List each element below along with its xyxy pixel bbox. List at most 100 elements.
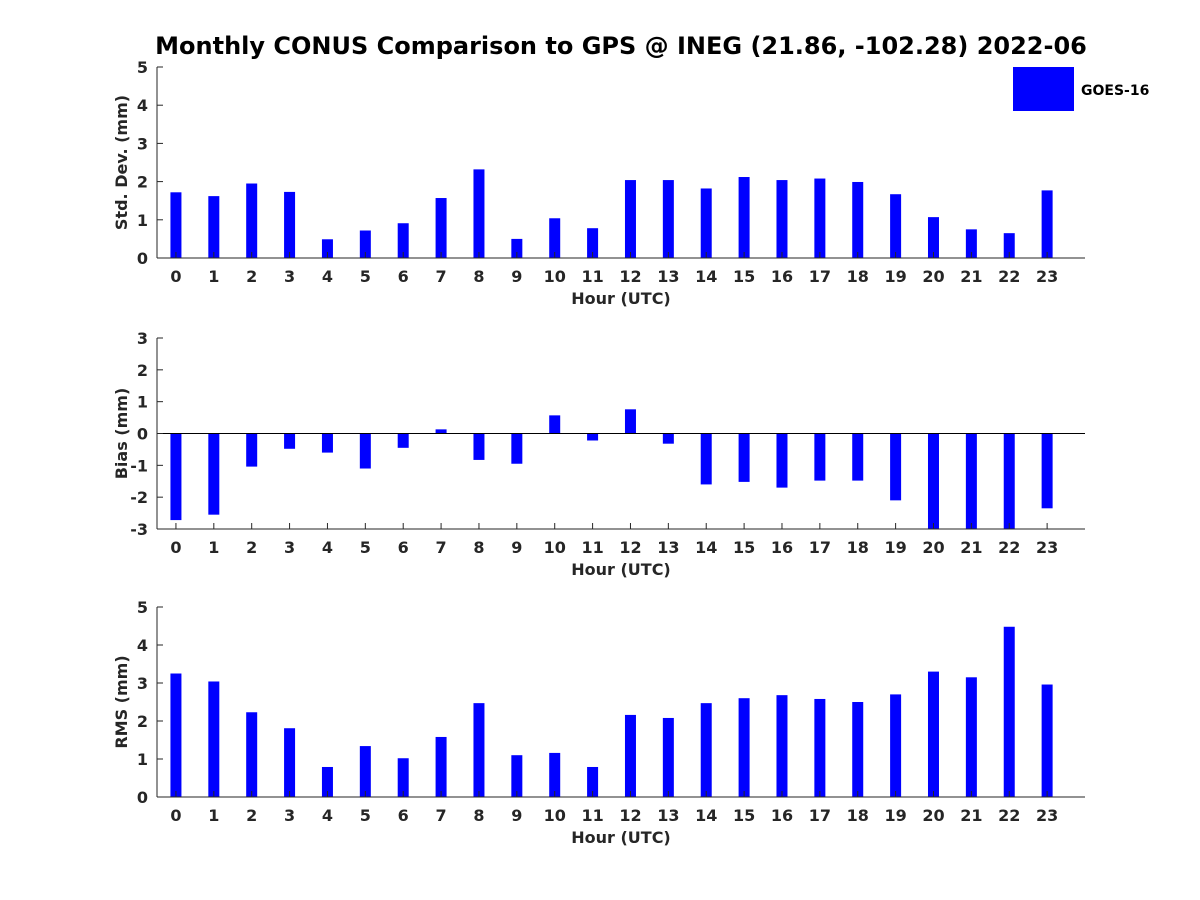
x-tick-label: 20 — [922, 806, 944, 825]
bar-hour-17 — [814, 433, 826, 481]
y-tick-label: -1 — [130, 456, 148, 475]
bar-hour-21 — [965, 229, 977, 258]
bar-hour-0 — [170, 192, 182, 258]
bar-hour-17 — [814, 698, 826, 797]
x-tick-label: 17 — [809, 806, 831, 825]
x-tick-label: 1 — [208, 538, 219, 557]
x-tick-label: 15 — [733, 267, 755, 286]
chart-title: Monthly CONUS Comparison to GPS @ INEG (… — [155, 32, 1087, 60]
x-tick-label: 11 — [581, 806, 603, 825]
x-tick-label: 0 — [170, 806, 181, 825]
x-tick-label: 9 — [511, 267, 522, 286]
bar-hour-8 — [473, 169, 485, 258]
bar-hour-17 — [814, 178, 826, 258]
bar-hour-10 — [549, 415, 561, 434]
x-tick-label: 9 — [511, 806, 522, 825]
x-tick-label: 16 — [771, 267, 793, 286]
x-tick-label: 19 — [884, 538, 906, 557]
bar-hour-7 — [435, 198, 447, 258]
x-axis-label: Hour (UTC) — [571, 828, 671, 847]
bar-hour-15 — [738, 177, 750, 258]
x-tick-label: 14 — [695, 806, 717, 825]
x-tick-label: 17 — [809, 538, 831, 557]
x-tick-label: 5 — [360, 267, 371, 286]
bar-hour-23 — [1041, 433, 1053, 509]
legend-swatch — [1013, 67, 1074, 111]
x-tick-label: 7 — [436, 806, 447, 825]
y-axis-label: RMS (mm) — [112, 655, 131, 748]
x-tick-label: 23 — [1036, 806, 1058, 825]
bar-hour-6 — [397, 433, 409, 448]
x-tick-label: 18 — [847, 267, 869, 286]
x-tick-label: 16 — [771, 538, 793, 557]
bar-hour-2 — [246, 433, 258, 467]
x-tick-label: 2 — [246, 267, 257, 286]
x-tick-label: 3 — [284, 538, 295, 557]
x-tick-label: 6 — [398, 538, 409, 557]
y-tick-label: 1 — [137, 750, 148, 769]
bar-hour-11 — [587, 228, 599, 258]
x-tick-label: 0 — [170, 267, 181, 286]
x-tick-label: 4 — [322, 806, 333, 825]
bar-hour-20 — [927, 671, 939, 797]
x-tick-label: 19 — [884, 806, 906, 825]
legend: GOES-16 — [1013, 67, 1149, 111]
bar-hour-2 — [246, 712, 258, 797]
x-tick-label: 22 — [998, 538, 1020, 557]
y-tick-label: 0 — [137, 249, 148, 268]
bar-hour-13 — [662, 433, 674, 444]
y-tick-label: 1 — [137, 393, 148, 412]
x-tick-label: 13 — [657, 538, 679, 557]
x-tick-label: 8 — [473, 538, 484, 557]
bar-hour-9 — [511, 755, 523, 797]
x-tick-label: 12 — [619, 267, 641, 286]
y-tick-label: 0 — [137, 788, 148, 807]
x-tick-label: 12 — [619, 806, 641, 825]
bar-hour-22 — [1003, 233, 1015, 258]
x-tick-label: 6 — [398, 806, 409, 825]
bar-hour-22 — [1003, 626, 1015, 797]
bar-hour-23 — [1041, 684, 1053, 797]
x-tick-label: 10 — [544, 538, 566, 557]
x-tick-label: 23 — [1036, 267, 1058, 286]
x-tick-label: 17 — [809, 267, 831, 286]
bar-hour-1 — [208, 433, 220, 515]
x-tick-label: 15 — [733, 538, 755, 557]
bar-hour-14 — [700, 433, 712, 485]
bar-hour-3 — [284, 433, 296, 449]
x-tick-label: 14 — [695, 538, 717, 557]
y-tick-label: 3 — [137, 134, 148, 153]
bar-hour-2 — [246, 183, 258, 258]
x-tick-label: 12 — [619, 538, 641, 557]
bar-hour-7 — [435, 429, 447, 434]
y-tick-label: 1 — [137, 211, 148, 230]
bar-hour-22 — [1003, 433, 1015, 529]
bar-hour-14 — [700, 188, 712, 258]
bar-hour-16 — [776, 180, 788, 258]
bar-hour-15 — [738, 698, 750, 797]
bar-hour-3 — [284, 728, 296, 797]
x-tick-label: 6 — [398, 267, 409, 286]
bar-hour-10 — [549, 752, 561, 797]
bar-hour-19 — [890, 694, 902, 797]
bar-hour-11 — [587, 433, 599, 441]
x-tick-label: 13 — [657, 267, 679, 286]
x-tick-label: 13 — [657, 806, 679, 825]
y-tick-label: 3 — [137, 674, 148, 693]
bar-hour-10 — [549, 218, 561, 258]
x-tick-label: 18 — [847, 806, 869, 825]
x-tick-label: 19 — [884, 267, 906, 286]
y-tick-label: 5 — [137, 58, 148, 77]
bar-hour-21 — [965, 433, 977, 529]
y-tick-label: 4 — [137, 96, 148, 115]
x-tick-label: 8 — [473, 267, 484, 286]
y-axis-label: Bias (mm) — [112, 388, 131, 480]
y-tick-label: 4 — [137, 636, 148, 655]
bar-hour-18 — [852, 433, 864, 481]
x-tick-label: 20 — [922, 267, 944, 286]
bar-hour-6 — [397, 223, 409, 258]
bar-hour-13 — [662, 180, 674, 258]
x-tick-label: 4 — [322, 267, 333, 286]
